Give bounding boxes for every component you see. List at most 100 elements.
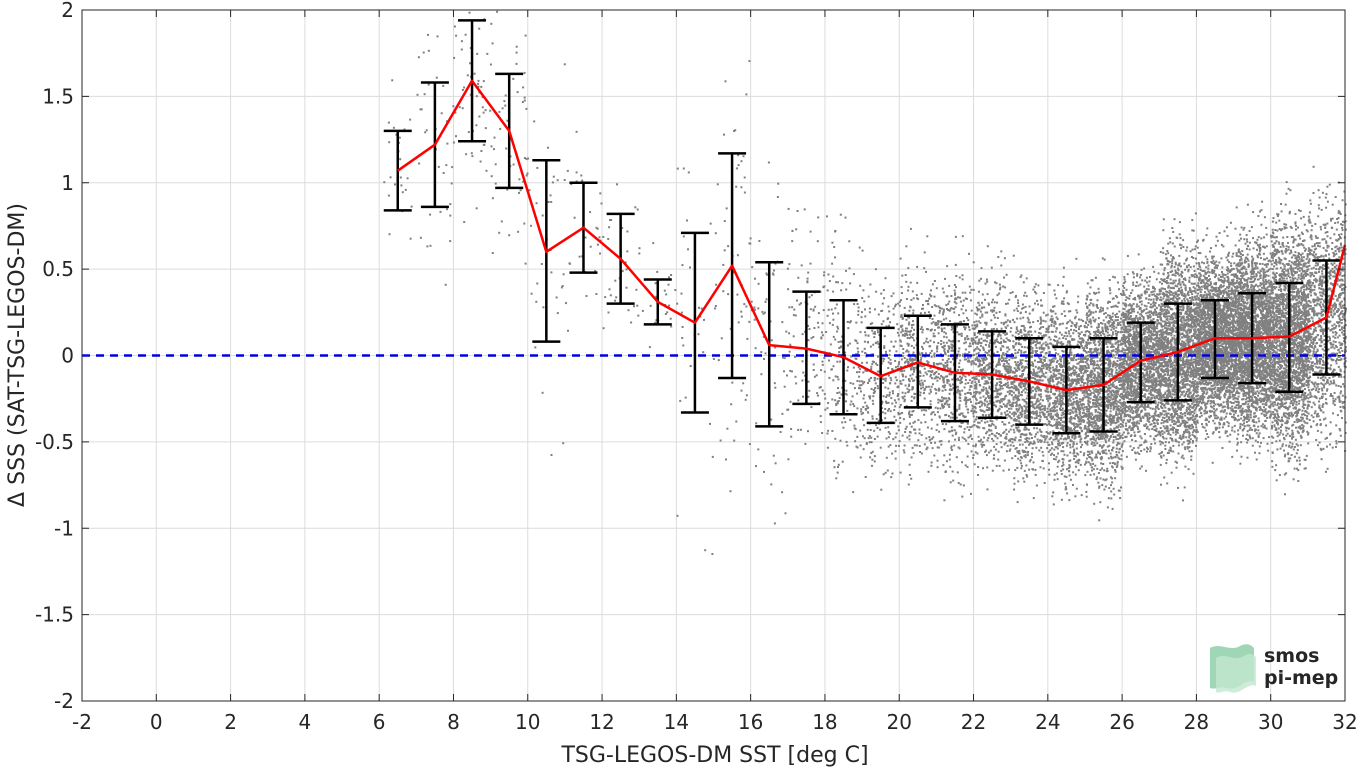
scatter-point: [1013, 381, 1016, 384]
scatter-point: [981, 376, 984, 379]
scatter-point: [1079, 365, 1082, 367]
scatter-point: [823, 271, 826, 274]
scatter-point: [961, 461, 963, 464]
scatter-point: [1025, 335, 1028, 338]
scatter-point: [1062, 368, 1065, 371]
scatter-point: [754, 277, 756, 280]
scatter-point: [872, 395, 875, 398]
scatter-point: [760, 373, 763, 376]
scatter-point: [1067, 330, 1070, 333]
scatter-point: [863, 394, 866, 397]
scatter-point: [985, 449, 987, 452]
scatter-point: [1064, 315, 1067, 317]
scatter-point: [1079, 411, 1082, 414]
scatter-point: [1000, 446, 1003, 449]
scatter-point: [795, 228, 798, 231]
scatter-point: [595, 293, 598, 295]
scatter-point: [1037, 284, 1040, 287]
scatter-point: [979, 316, 982, 319]
scatter-point: [895, 444, 898, 447]
scatter-point: [419, 108, 422, 111]
scatter-point: [918, 375, 921, 378]
scatter-point: [757, 307, 760, 310]
scatter-point: [922, 304, 924, 306]
scatter-point: [1048, 473, 1051, 476]
scatter-point: [977, 379, 980, 382]
scatter-point: [911, 334, 914, 336]
scatter-point: [1040, 304, 1043, 307]
scatter-point: [892, 307, 895, 310]
scatter-point: [1069, 408, 1072, 411]
scatter-point: [1048, 432, 1051, 435]
scatter-point: [1051, 425, 1054, 427]
scatter-point: [950, 349, 953, 352]
scatter-point: [1051, 319, 1054, 322]
scatter-point: [1017, 429, 1020, 432]
scatter-point: [884, 386, 887, 389]
scatter-point: [424, 131, 427, 134]
scatter-point: [996, 382, 998, 385]
scatter-point: [787, 288, 790, 291]
scatter-point: [1069, 319, 1072, 322]
scatter-point: [976, 308, 979, 310]
scatter-point: [949, 430, 952, 433]
scatter-point: [1057, 421, 1060, 424]
scatter-point: [1041, 374, 1044, 377]
scatter-point: [791, 370, 793, 373]
scatter-point: [901, 274, 904, 277]
scatter-point: [911, 373, 914, 376]
scatter-point: [885, 352, 888, 355]
scatter-point: [1061, 420, 1064, 423]
scatter-point: [972, 261, 975, 264]
scatter-point: [817, 312, 820, 315]
scatter-point: [550, 454, 553, 456]
scatter-point: [850, 355, 853, 358]
scatter-point: [1059, 409, 1062, 411]
scatter-point: [1010, 382, 1013, 385]
scatter-point: [1016, 466, 1019, 469]
scatter-point: [1104, 485, 1107, 488]
scatter-point: [1044, 438, 1047, 441]
scatter-point: [743, 303, 746, 306]
scatter-point: [1096, 426, 1099, 429]
scatter-point: [953, 444, 956, 447]
scatter-point: [973, 349, 976, 352]
scatter-point: [935, 371, 938, 373]
scatter-point: [1052, 357, 1055, 360]
scatter-point: [1016, 310, 1019, 312]
scatter-point: [1056, 478, 1059, 481]
scatter-point: [1005, 346, 1008, 349]
scatter-point: [1024, 454, 1027, 457]
scatter-point: [899, 344, 902, 347]
scatter-point: [1016, 317, 1019, 320]
scatter-point: [920, 434, 923, 436]
scatter-point: [973, 362, 976, 365]
scatter-point: [743, 191, 746, 194]
scatter-point: [974, 341, 977, 344]
scatter-point: [986, 364, 989, 366]
scatter-point: [842, 426, 845, 429]
scatter-point: [1021, 449, 1024, 452]
scatter-point: [823, 393, 826, 396]
scatter-point: [1039, 415, 1042, 418]
scatter-point: [773, 522, 776, 525]
scatter-point: [888, 349, 891, 352]
scatter-point: [1021, 359, 1024, 362]
scatter-point: [963, 358, 966, 361]
scatter-point: [1062, 266, 1065, 269]
scatter-point: [1117, 408, 1120, 411]
scatter-point: [525, 174, 528, 177]
scatter-point: [933, 329, 936, 332]
scatter-point: [889, 410, 892, 413]
scatter-point: [1013, 412, 1016, 415]
scatter-point: [934, 376, 937, 379]
scatter-point: [1067, 394, 1070, 397]
scatter-point: [1070, 416, 1073, 418]
scatter-point: [1000, 385, 1003, 387]
scatter-point: [870, 365, 873, 368]
scatter-point: [886, 469, 889, 472]
scatter-point: [1024, 381, 1027, 384]
scatter-point: [1020, 335, 1023, 337]
scatter-point: [931, 306, 934, 308]
scatter-point: [912, 351, 915, 354]
